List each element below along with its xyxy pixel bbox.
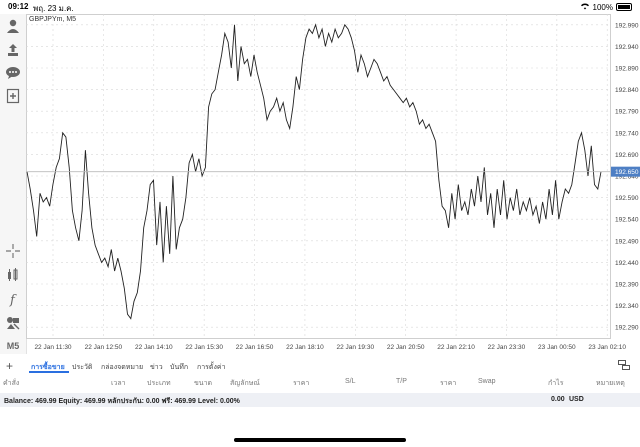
y-tick-label: 192.490 (615, 238, 639, 245)
x-tick-label: 22 Jan 14:10 (135, 344, 173, 351)
y-tick-label: 192.540 (615, 217, 639, 224)
y-tick-label: 192.390 (615, 282, 639, 289)
price-chart[interactable]: 192.990 192.940 192.890 192.840 192.790 192.7… (26, 14, 640, 354)
battery-percent: 100% (592, 2, 613, 12)
tab-news[interactable]: ข่าว (150, 364, 163, 371)
chat-icon[interactable] (3, 63, 23, 83)
status-time: 09:12 (8, 2, 29, 11)
balance-profit: 0.00 (551, 396, 565, 403)
col-time: เวลา (111, 380, 126, 387)
left-toolbar: f M5 (0, 14, 27, 354)
balance-row: Balance: 469.99 Equity: 469.99 หลักประกั… (0, 393, 640, 407)
balance-currency: USD (569, 396, 584, 403)
y-tick-label: 192.890 (615, 66, 639, 73)
x-tick-label: 22 Jan 19:30 (337, 344, 375, 351)
col-symbol: สัญลักษณ์ (230, 380, 260, 387)
status-date: พฤ. 23 ม.ค. (33, 4, 74, 13)
col-tp: T/P (396, 378, 407, 385)
col-comment: หมายเหตุ (596, 380, 625, 387)
current-price-tag (611, 166, 640, 177)
plot-border (26, 14, 611, 339)
col-swap: Swap (478, 378, 496, 385)
tab-mailbox[interactable]: กล่องจดหมาย (101, 364, 144, 371)
y-tick-label: 192.740 (615, 130, 639, 137)
y-tick-label: 192.790 (615, 109, 639, 116)
col-profit: กำไร (548, 380, 564, 387)
col-volume: ขนาด (194, 380, 213, 387)
tab-settings[interactable]: การตั้งค่า (197, 364, 226, 371)
status-right: 100% (580, 2, 632, 12)
indicator-icon[interactable] (3, 265, 23, 285)
x-tick-label: 22 Jan 16:50 (236, 344, 274, 351)
tab-trade[interactable]: การซื้อขาย (31, 364, 65, 371)
col-order: คำสั่ง (3, 380, 20, 387)
y-tick-label: 192.340 (615, 303, 639, 310)
y-tick-label: 192.290 (615, 325, 639, 332)
active-tab-underline (29, 371, 69, 373)
terminal-tabs: + การซื้อขาย ประวัติ กล่องจดหมาย ข่าว บั… (0, 358, 640, 374)
x-tick-label: 22 Jan 18:10 (286, 344, 324, 351)
orders-table-header: คำสั่ง เวลา ประเภท ขนาด สัญลักษณ์ ราคา S… (0, 377, 640, 389)
cloud-upload-icon[interactable] (3, 40, 23, 60)
wifi-icon (580, 2, 590, 12)
chart-symbol-label: GBPJPYm, M5 (29, 16, 77, 23)
col-price2: ราคา (440, 380, 457, 387)
add-document-icon[interactable] (3, 86, 23, 106)
y-tick-label: 192.440 (615, 260, 639, 267)
x-tick-label: 23 Jan 00:50 (538, 344, 576, 351)
x-tick-label: 22 Jan 20:50 (387, 344, 425, 351)
svg-text:f: f (9, 293, 17, 307)
col-sl: S/L (345, 378, 356, 385)
balance-summary: Balance: 469.99 Equity: 469.99 หลักประกั… (4, 398, 240, 405)
chart-svg[interactable]: 192.990 192.940 192.890 192.840 192.790 192.7… (26, 14, 640, 354)
y-tick-label: 192.690 (615, 152, 639, 159)
x-tick-label: 22 Jan 23:30 (488, 344, 526, 351)
y-tick-label: 192.940 (615, 44, 639, 51)
y-tick-label: 192.990 (615, 22, 639, 29)
account-icon[interactable] (3, 16, 23, 36)
current-price-label: 192.650 (615, 169, 639, 176)
battery-icon (616, 3, 632, 11)
objects-icon[interactable] (3, 313, 23, 333)
y-tick-label: 192.840 (615, 87, 639, 94)
y-tick-label: 192.590 (615, 195, 639, 202)
x-tick-label: 22 Jan 12:50 (85, 344, 123, 351)
layout-icon[interactable] (618, 360, 630, 373)
function-icon[interactable]: f (3, 289, 23, 309)
col-price: ราคา (293, 380, 310, 387)
tab-journal[interactable]: บันทึก (170, 364, 189, 371)
col-type: ประเภท (147, 380, 171, 387)
status-bar: 09:12 พฤ. 23 ม.ค. 100% (0, 0, 640, 14)
price-line-series (26, 23, 602, 320)
home-indicator (234, 438, 406, 442)
add-icon[interactable]: + (6, 359, 14, 373)
crosshair-icon[interactable] (3, 241, 23, 261)
x-tick-label: 22 Jan 11:30 (34, 344, 71, 351)
x-tick-label: 23 Jan 02:10 (588, 344, 626, 351)
tab-history[interactable]: ประวัติ (72, 364, 93, 371)
x-tick-label: 22 Jan 15:30 (185, 344, 223, 351)
x-tick-label: 22 Jan 22:10 (437, 344, 475, 351)
timeframe-button[interactable]: M5 (6, 341, 20, 351)
y-tick-label: 192.640 (615, 174, 639, 181)
